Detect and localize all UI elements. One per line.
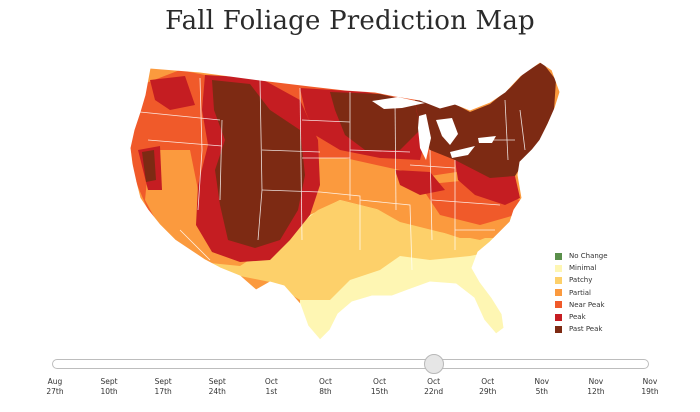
date-tick-month: Oct: [264, 377, 278, 386]
date-tick-day: 27th: [46, 387, 64, 396]
legend-swatch: [555, 289, 562, 297]
legend-item-near-peak: Near Peak: [555, 299, 608, 311]
date-tick-label[interactable]: Oct 8th: [305, 377, 345, 397]
region-pastpeak-rockies: [212, 80, 305, 248]
region-patchy-south: [200, 200, 500, 300]
date-tick-day: 1st: [265, 387, 278, 396]
us-outline: [129, 61, 561, 341]
legend-swatch: [555, 276, 562, 284]
date-slider-handle[interactable]: [423, 354, 444, 374]
region-peak-northwest: [150, 76, 195, 110]
region-partial-middle: [300, 160, 510, 240]
date-tick-month: Nov: [642, 377, 658, 386]
date-tick-label[interactable]: Oct 1st: [251, 377, 291, 397]
state-borders: [139, 77, 526, 271]
legend-label: Minimal: [569, 264, 597, 273]
date-tick-label[interactable]: Sept 17th: [143, 377, 183, 397]
lake-ontario: [478, 136, 496, 143]
date-tick-label[interactable]: Aug 27th: [35, 377, 75, 397]
date-tick-day: 15th: [370, 387, 389, 396]
date-tick-day: 12th: [587, 387, 605, 396]
date-tick-label[interactable]: Nov 5th: [522, 377, 562, 397]
date-tick-label[interactable]: Oct 15th: [360, 377, 400, 397]
date-tick-month: Sept: [208, 377, 226, 386]
legend-label: Partial: [569, 288, 591, 297]
date-tick-day: 5th: [535, 387, 549, 396]
page-title: Fall Foliage Prediction Map: [165, 6, 535, 36]
legend: No Change Minimal Patchy Partial Near Pe…: [555, 250, 608, 335]
legend-item-patchy: Patchy: [555, 274, 608, 286]
date-tick-day: 29th: [479, 387, 497, 396]
date-tick-label[interactable]: Oct 22nd: [414, 377, 454, 397]
date-tick-month: Aug: [47, 377, 63, 386]
legend-swatch: [555, 301, 562, 309]
legend-label: Patchy: [569, 276, 593, 285]
date-tick-label[interactable]: Nov 12th: [576, 377, 616, 397]
date-tick-day: 24th: [208, 387, 226, 396]
date-tick-labels: Aug 27th Sept 10th Sept 17th Sept 24th Oct 1st Oct…: [0, 377, 700, 407]
legend-item-past-peak: Past Peak: [555, 323, 608, 335]
legend-item-minimal: Minimal: [555, 262, 608, 274]
lake-huron: [436, 118, 458, 145]
legend-label: Past Peak: [569, 325, 603, 334]
legend-swatch: [555, 264, 562, 272]
date-tick-day: 22nd: [424, 387, 444, 396]
date-tick-day: 8th: [319, 387, 332, 396]
lake-erie: [450, 146, 475, 158]
legend-label: No Change: [569, 252, 608, 261]
region-pastpeak-northeast: [415, 62, 556, 180]
date-tick-month: Nov: [588, 377, 604, 386]
legend-swatch: [555, 252, 562, 260]
date-slider-track[interactable]: [52, 354, 649, 374]
legend-swatch: [555, 325, 562, 333]
lake-superior: [372, 97, 425, 109]
date-tick-day: 17th: [154, 387, 172, 396]
date-tick-month: Oct: [427, 377, 441, 386]
region-peak-appalachian: [395, 170, 445, 195]
legend-label: Peak: [569, 313, 586, 322]
date-tick-month: Nov: [534, 377, 550, 386]
region-peak-midatlantic: [455, 160, 520, 205]
legend-label: Near Peak: [569, 300, 605, 309]
date-tick-label[interactable]: Sept 10th: [89, 377, 129, 397]
legend-item-no-change: No Change: [555, 250, 608, 262]
date-tick-day: 19th: [641, 387, 659, 396]
lake-michigan: [418, 114, 431, 160]
date-tick-label[interactable]: Sept 24th: [197, 377, 237, 397]
legend-item-partial: Partial: [555, 287, 608, 299]
date-tick-month: Oct: [481, 377, 495, 386]
legend-item-peak: Peak: [555, 311, 608, 323]
legend-swatch: [555, 313, 562, 321]
date-tick-day: 10th: [100, 387, 118, 396]
region-pastpeak-cascades: [142, 150, 156, 182]
date-tick-month: Oct: [373, 377, 387, 386]
date-tick-month: Sept: [100, 377, 118, 386]
date-tick-label[interactable]: Oct 29th: [468, 377, 508, 397]
date-tick-month: Sept: [154, 377, 172, 386]
date-tick-label[interactable]: Nov 19th: [630, 377, 670, 397]
date-tick-month: Oct: [318, 377, 332, 386]
